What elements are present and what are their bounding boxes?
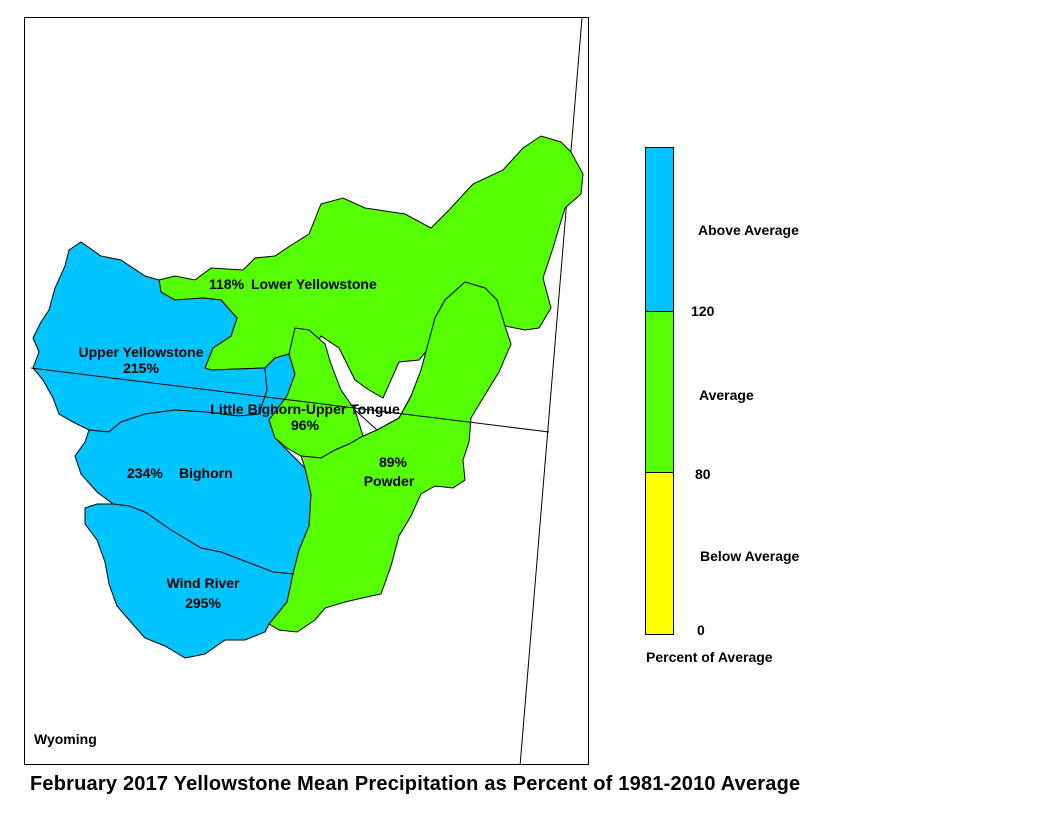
state-boundary-north xyxy=(30,367,550,433)
basin-label-powder-name: Powder xyxy=(363,473,415,489)
legend-break-120: 120 xyxy=(691,303,715,319)
map-title: February 2017 Yellowstone Mean Precipita… xyxy=(30,773,801,795)
basin-label-powder: 89% Powder xyxy=(351,454,427,489)
legend-swatch-average xyxy=(646,311,673,473)
basin-label-little-bighorn-name: Little Bighorn-Upper Tongue xyxy=(210,401,400,417)
legend-caption: Percent of Average xyxy=(646,649,773,665)
basin-label-bighorn-percent: 234% xyxy=(127,465,163,481)
legend-swatch-below xyxy=(646,473,673,634)
divide-line-1 xyxy=(354,395,412,431)
legend-color-bar xyxy=(645,147,674,635)
legend-swatch-above xyxy=(646,148,673,311)
basin-label-upper-yellowstone: Upper Yellowstone 215% xyxy=(53,344,229,376)
basin-label-bighorn-name: Bighorn xyxy=(179,465,233,481)
basin-label-upper-yellowstone-percent: 215% xyxy=(123,360,159,376)
basin-label-little-bighorn-percent: 96% xyxy=(290,417,320,433)
basin-label-little-bighorn: Little Bighorn-Upper Tongue 96% xyxy=(185,401,425,433)
legend-break-80: 80 xyxy=(695,466,711,482)
state-label: Wyoming xyxy=(34,731,97,747)
basin-label-upper-yellowstone-name: Upper Yellowstone xyxy=(78,344,204,360)
legend-break-0: 0 xyxy=(697,622,705,638)
basin-label-lower-yellowstone-name: Lower Yellowstone xyxy=(251,276,377,292)
basin-label-wind-river: Wind River 295% xyxy=(153,575,253,611)
basin-label-wind-river-name: Wind River xyxy=(166,575,240,591)
legend-label-above: Above Average xyxy=(698,222,799,238)
basin-label-powder-percent: 89% xyxy=(378,454,408,470)
basin-map xyxy=(30,18,584,764)
legend-label-average: Average xyxy=(699,387,754,403)
legend-label-below: Below Average xyxy=(700,548,800,564)
map-frame: 118% Lower Yellowstone Upper Yellowstone… xyxy=(24,17,589,765)
state-boundary-east xyxy=(519,18,583,764)
basin-label-lower-yellowstone-percent: 118% xyxy=(209,276,245,292)
basin-label-wind-river-percent: 295% xyxy=(185,595,221,611)
basin-wind-river[interactable] xyxy=(84,503,294,659)
